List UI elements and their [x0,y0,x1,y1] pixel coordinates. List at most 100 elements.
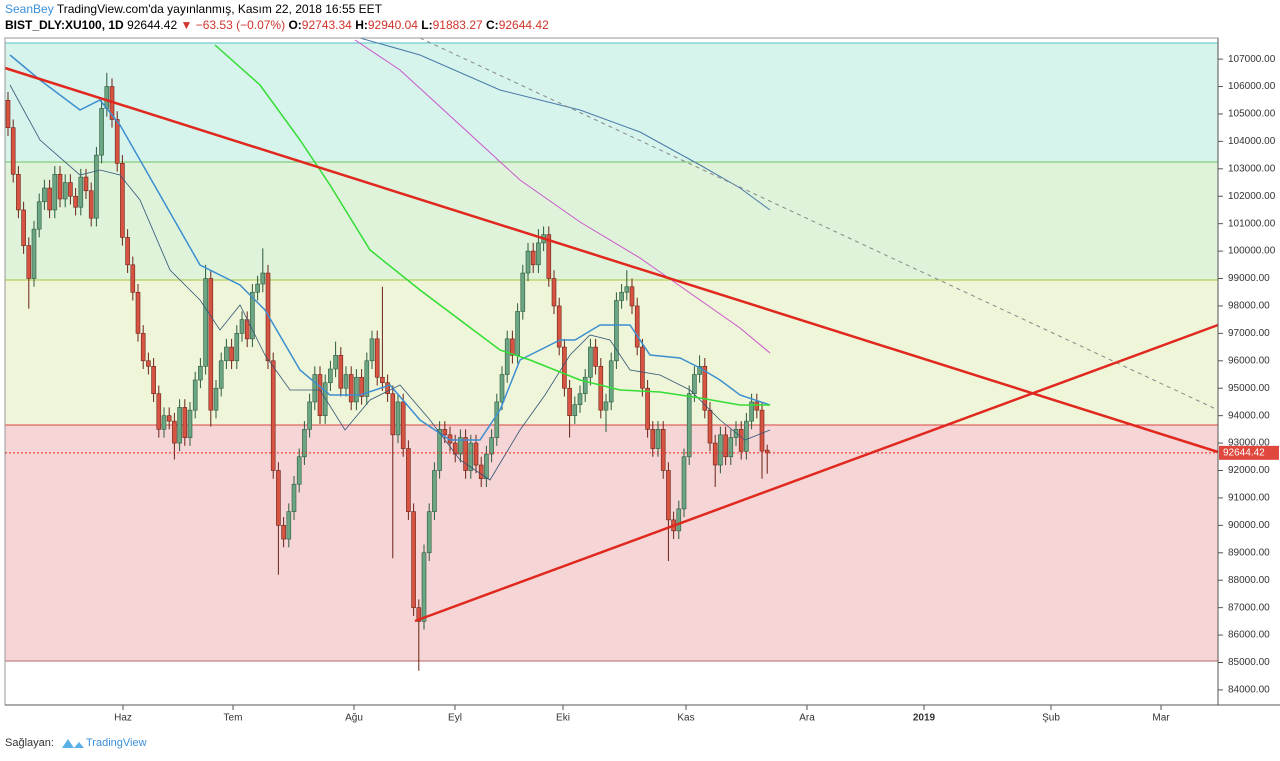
candle-body [660,429,666,471]
y-tick-label: 102000.00 [1228,191,1276,202]
y-tick-label: 107000.00 [1228,54,1276,65]
candle-body [161,415,167,430]
y-tick-label: 103000.00 [1228,163,1276,174]
candle-body [572,404,578,416]
zone [5,425,1218,661]
y-tick-label: 91000.00 [1228,493,1270,504]
candle-body [510,338,515,356]
y-tick-label: 93000.00 [1228,438,1270,449]
candle-body [328,368,333,384]
candle-body [120,163,125,238]
y-tick-label: 101000.00 [1228,218,1276,229]
candle-body [5,99,11,128]
candle-body [603,401,609,411]
y-tick-label: 100000.00 [1228,246,1276,257]
candle-body [416,607,422,622]
candle-body [42,187,47,203]
symbol: BIST_DLY:XU100, 1D [5,18,124,32]
brand[interactable]: TradingView [86,737,147,749]
candle-body [224,346,229,362]
x-tick-label: Ağu [345,713,363,724]
x-tick-label: Şub [1042,713,1060,724]
change: −63.53 (−0.07%) [195,18,286,32]
candle-body [338,355,344,389]
candle-body [728,437,734,458]
candle-body [458,437,463,455]
candle-body [250,291,255,340]
candle-body [473,442,479,466]
candle-body [634,305,640,348]
candle-body [140,333,146,362]
candle-body [78,176,84,208]
candle-body [390,393,396,436]
indicators [4,37,1219,623]
y-tick-label: 95000.00 [1228,383,1270,394]
candle-body [21,209,26,246]
candle-body [343,374,349,389]
candle-body [645,387,650,430]
candle-body [203,278,208,367]
x-tick-label: Eki [556,713,570,724]
candle-body [712,442,718,466]
y-tick-label: 84000.00 [1228,685,1270,696]
candle-body [692,374,697,395]
y-tick-label: 89000.00 [1228,547,1270,558]
candle-body [73,195,78,208]
candle-body [213,387,219,411]
candle-body [208,278,214,411]
candle-body [718,434,723,466]
candle-body [354,376,359,403]
last: 92644.42 [127,18,178,32]
candle-body [411,511,416,608]
author[interactable]: SeanBey [5,2,54,16]
candle-body [333,355,338,370]
candle-body [68,182,73,197]
candle-body [114,119,120,164]
candle-body [681,456,687,510]
candle-body [562,346,567,389]
candle-body [588,346,593,378]
ma [9,54,771,441]
candle-body [478,464,484,480]
candle-body [36,201,42,230]
candle-body [437,429,442,471]
candle-body [551,278,557,307]
y-tick-label: 106000.00 [1228,81,1276,92]
x-tick-label: 2019 [913,713,936,724]
candle-body [530,250,536,266]
candle-body [374,338,380,378]
y-tick-label: 94000.00 [1228,410,1270,421]
provider: Sağlayan: [5,737,54,749]
candle-body [432,470,437,512]
candle-body [317,374,323,416]
candle-body [463,437,468,471]
candle-body [172,420,177,444]
candle-body [582,376,588,395]
candle-body [156,393,162,430]
y-tick-label: 105000.00 [1228,109,1276,120]
candle-body [421,552,427,622]
candle-body [614,300,619,362]
candle-body [146,360,151,367]
candle-body [83,176,89,192]
candle-body [307,401,312,430]
candle-body [515,311,520,356]
candle-body [291,483,297,512]
last-price-label: 92644.42 [1223,447,1265,458]
candle-body [733,429,739,438]
candle-body [608,360,614,403]
candle-body [151,365,156,395]
candle-body [749,401,754,422]
candle-body [187,409,193,438]
y-tick-label: 104000.00 [1228,136,1276,147]
l-label: L: [421,18,433,32]
ma [214,44,770,406]
candle-body [593,346,598,367]
logo [62,739,84,748]
ma [354,39,771,354]
y-tick-label: 97000.00 [1228,328,1270,339]
candle-body [16,174,21,211]
candle-body [57,174,63,200]
candle-body [556,305,562,348]
candle-body [385,382,390,395]
